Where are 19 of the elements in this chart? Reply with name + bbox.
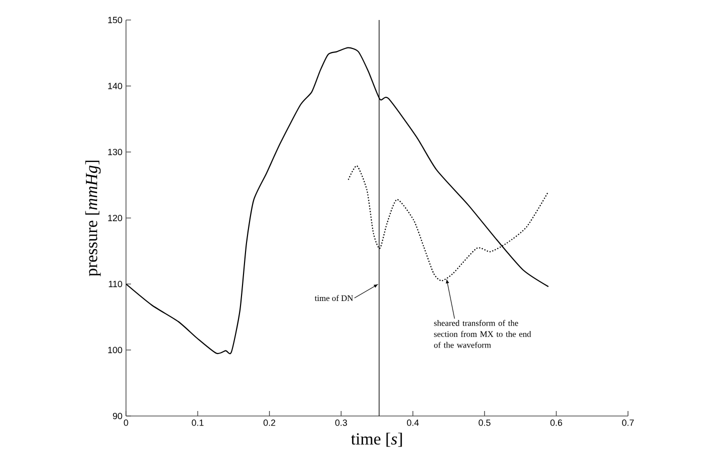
y-tick-label: 110 [108,280,122,288]
annotation: sheared transform of the section from MX to the end of the waveform [434,320,532,348]
x-tick-label: 0.7 [622,420,634,426]
y-tick-label: 150 [108,16,122,24]
x-tick-label: 0 [124,420,128,426]
x-tick-label: 0.4 [406,420,419,426]
y-tick-label: 130 [108,148,122,156]
y-tick-label: 120 [108,214,122,222]
x-axis-title: time [s] [351,432,402,447]
x-tick-label: 0.5 [478,420,490,426]
y-tick-label: 140 [108,82,122,90]
annotation: time of DN [314,294,354,302]
x-tick-label: 0.2 [264,420,276,426]
y-tick-label: 100 [108,346,122,354]
x-tick-label: 0.3 [335,420,347,426]
y-tick-label: 90 [112,412,122,420]
x-tick-label: 0.1 [192,420,204,426]
y-axis-title: pressure [mmHg] [85,160,101,276]
x-tick-label: 0.6 [550,420,562,426]
